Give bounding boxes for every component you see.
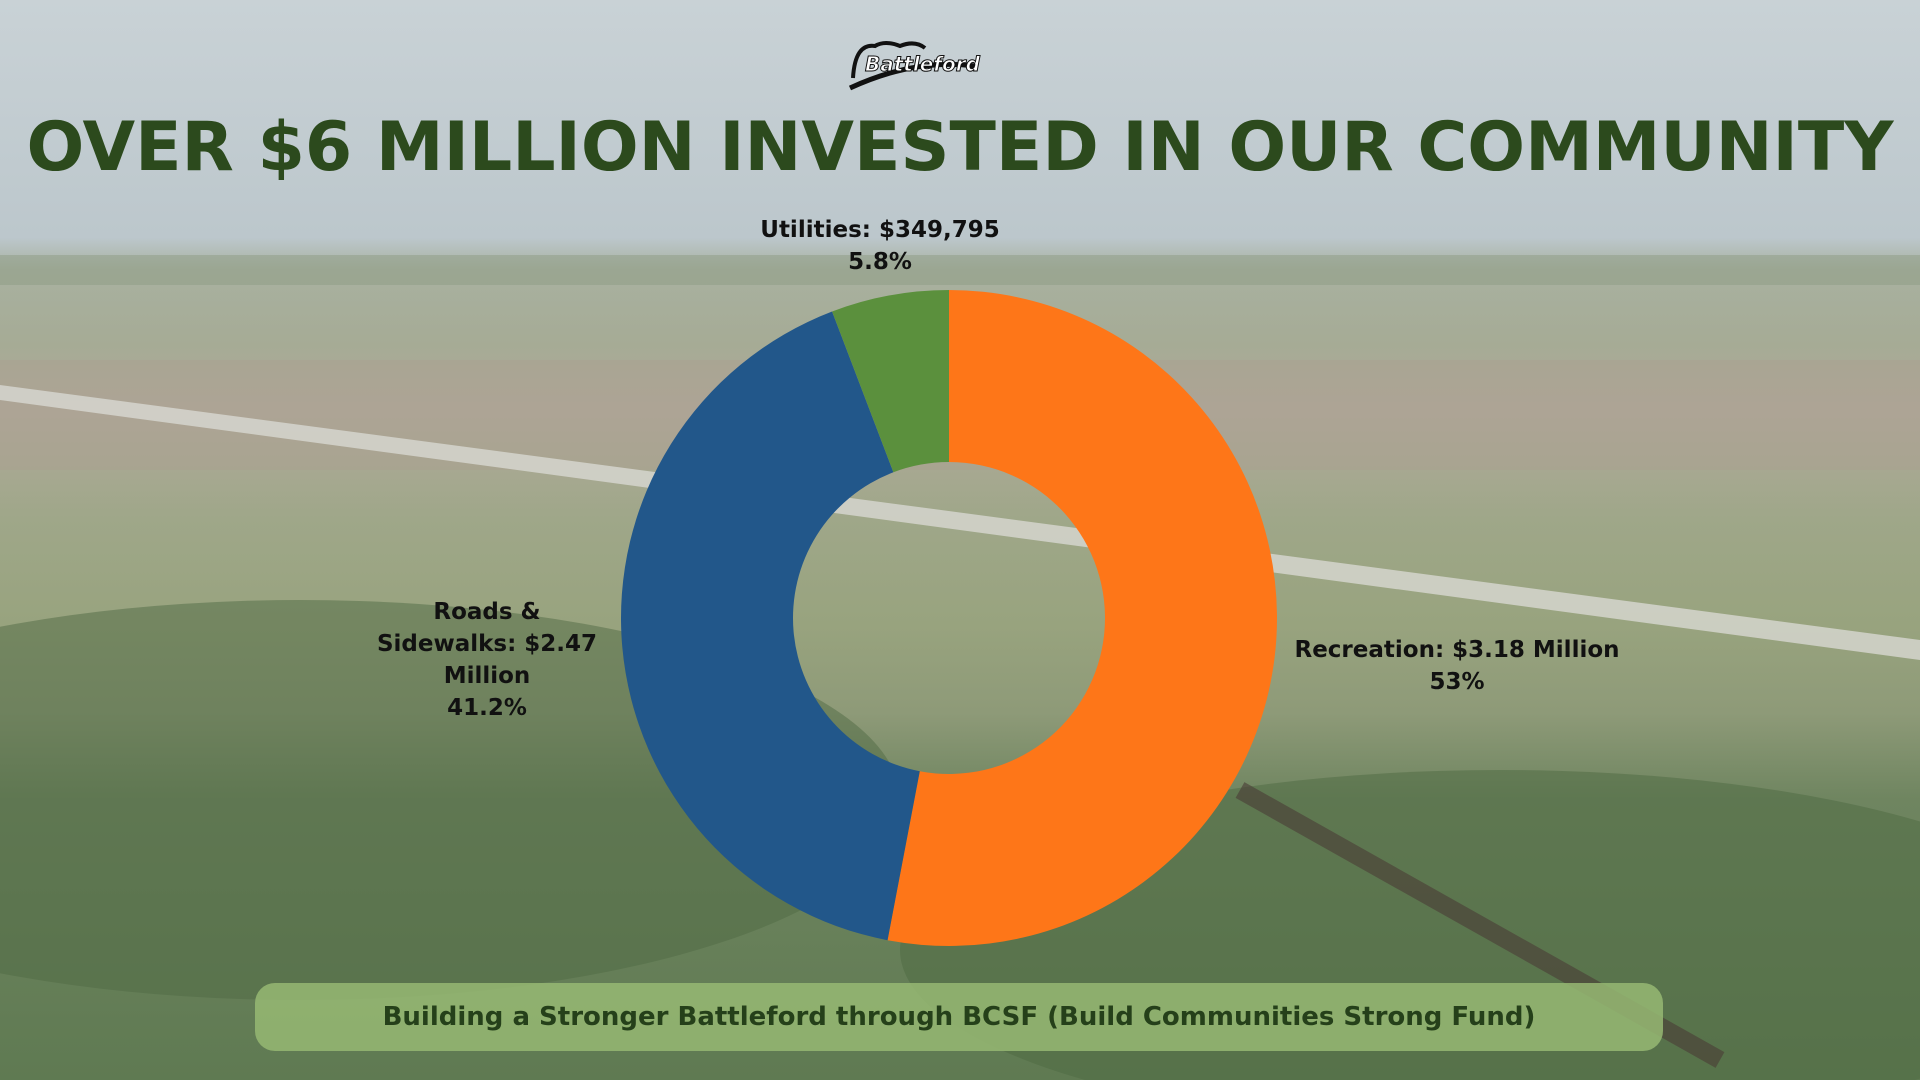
chart-title: OVER $6 MILLION INVESTED IN OUR COMMUNIT… [26,108,1894,187]
donut-slice [621,311,920,941]
label: Recreation: $3.18 Million 53% [1257,634,1657,698]
value-label: 5.8% [848,249,912,275]
logo-text: Battleford [865,52,981,77]
footer-text: Building a Stronger Battleford through B… [382,1002,1536,1032]
value-label: 53% [1429,669,1485,695]
value-label: 41.2% [447,695,527,721]
logo: Battleford [845,38,980,96]
label: Roads & Sidewalks: $2.47 Million 41.2% [362,596,612,724]
label: Utilities: $349,795 5.8% [680,214,1080,278]
category-label: Utilities: $349,795 [760,217,1000,243]
footer-banner: Building a Stronger Battleford through B… [255,983,1663,1051]
donut-slice [832,290,949,473]
category-label: Recreation: $3.18 Million [1294,637,1620,663]
category-label: Roads & Sidewalks: $2.47 Million [376,599,598,689]
donut-slice [887,290,1277,946]
